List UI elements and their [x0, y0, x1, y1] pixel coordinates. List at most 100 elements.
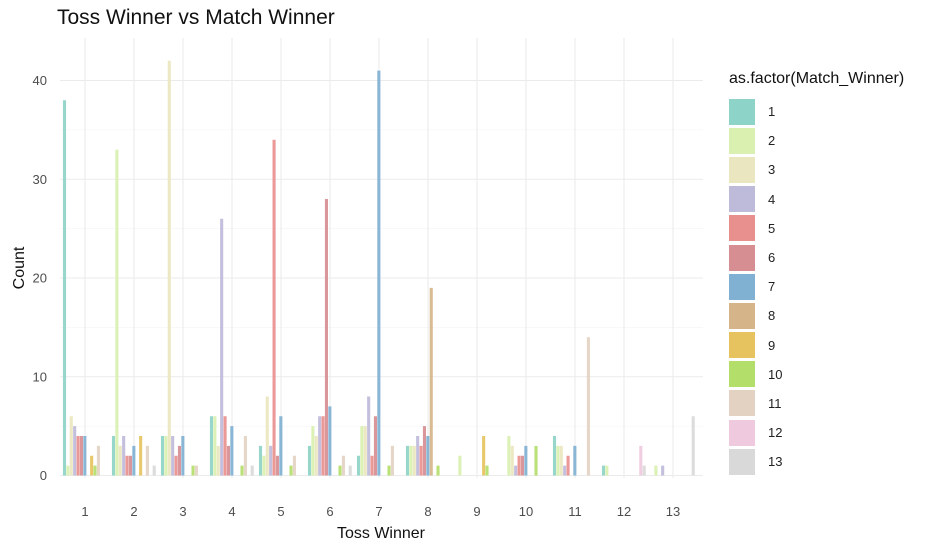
bar	[90, 455, 94, 476]
bar	[524, 445, 528, 476]
bar	[79, 436, 83, 476]
legend-item: 4	[729, 185, 904, 214]
bar	[93, 465, 97, 476]
legend-label: 10	[768, 366, 783, 382]
bar	[563, 465, 567, 476]
bar	[436, 465, 440, 476]
legend-item: 11	[729, 389, 904, 418]
x-axis-title: Toss Winner	[337, 525, 426, 542]
bar	[289, 465, 293, 476]
legend-swatch	[729, 419, 755, 446]
legend-item: 5	[729, 214, 904, 243]
legend-swatch	[729, 273, 755, 300]
bar	[115, 149, 119, 476]
bar	[160, 436, 165, 476]
bar	[390, 445, 394, 476]
legend-swatch	[729, 332, 755, 359]
legend: as.factor(Match_Winner) 1 2 3 4 5 6 7 8 9 10 11 12 1…	[729, 70, 904, 476]
x-tick-label: 11	[568, 504, 582, 519]
bar	[265, 396, 269, 476]
legend-label: 6	[768, 250, 776, 266]
bar	[573, 445, 577, 476]
bar	[311, 426, 315, 476]
legend-item: 9	[729, 331, 904, 360]
y-tick-label: 30	[33, 172, 47, 187]
bar	[691, 416, 695, 476]
bar	[191, 465, 195, 476]
bar	[171, 436, 175, 476]
bar	[194, 465, 198, 476]
legend-label: 12	[768, 425, 783, 441]
bar	[181, 436, 185, 476]
bar	[514, 465, 518, 476]
bar	[122, 436, 126, 476]
bar	[566, 455, 570, 476]
bar	[164, 436, 168, 476]
grid	[60, 38, 703, 478]
legend-label: 9	[768, 337, 776, 353]
bar	[226, 445, 230, 476]
bar	[73, 426, 77, 476]
bar	[223, 416, 227, 476]
bar	[426, 436, 430, 476]
x-tick-label: 6	[326, 504, 333, 519]
bar	[422, 426, 426, 476]
x-tick-label: 12	[617, 504, 631, 519]
bar	[324, 199, 328, 476]
bar	[377, 70, 381, 476]
legend-swatch	[729, 390, 755, 417]
legend-swatch	[729, 156, 755, 183]
legend-item: 10	[729, 360, 904, 389]
bar	[220, 218, 224, 476]
legend-swatch	[729, 98, 755, 125]
x-tick-label: 13	[666, 504, 680, 519]
bar	[213, 416, 217, 476]
x-tick-label: 10	[519, 504, 533, 519]
bar	[272, 139, 276, 476]
bar	[341, 455, 345, 476]
bar	[534, 445, 538, 476]
bar	[482, 436, 486, 476]
legend-label: 5	[768, 220, 776, 236]
bar	[152, 465, 156, 476]
y-tick-label: 0	[40, 468, 47, 483]
bar	[125, 455, 129, 476]
legend-label: 13	[768, 454, 783, 470]
legend-item: 13	[729, 447, 904, 476]
legend-label: 11	[768, 395, 782, 411]
legend-label: 2	[768, 133, 776, 149]
bar	[370, 455, 374, 476]
legend-label: 1	[768, 104, 776, 120]
legend-items: 1 2 3 4 5 6 7 8 9 10 11 12 13	[729, 97, 904, 476]
legend-label: 8	[768, 308, 776, 324]
bars	[62, 60, 695, 476]
bar	[83, 436, 87, 476]
bar	[654, 465, 658, 476]
bar	[209, 416, 214, 476]
bar	[132, 445, 136, 476]
y-tick-label: 20	[33, 271, 47, 286]
bar	[356, 455, 361, 476]
legend-item: 7	[729, 272, 904, 301]
legend-swatch	[729, 448, 755, 475]
bar	[250, 465, 254, 476]
bar	[167, 60, 171, 476]
bar	[111, 436, 116, 476]
legend-item: 8	[729, 301, 904, 330]
legend-item: 2	[729, 126, 904, 155]
legend-title: as.factor(Match_Winner)	[729, 70, 905, 87]
bar	[360, 426, 364, 476]
bar	[348, 465, 352, 476]
x-tick-label: 2	[130, 504, 137, 519]
bar	[258, 445, 263, 476]
legend-label: 7	[768, 279, 776, 295]
y-tick-label: 10	[33, 369, 47, 384]
legend-swatch	[729, 215, 755, 242]
bar	[321, 416, 325, 476]
bar	[363, 426, 367, 476]
x-tick-label: 5	[277, 504, 284, 519]
bar	[262, 455, 266, 476]
bar	[605, 465, 609, 476]
bar	[145, 445, 149, 476]
